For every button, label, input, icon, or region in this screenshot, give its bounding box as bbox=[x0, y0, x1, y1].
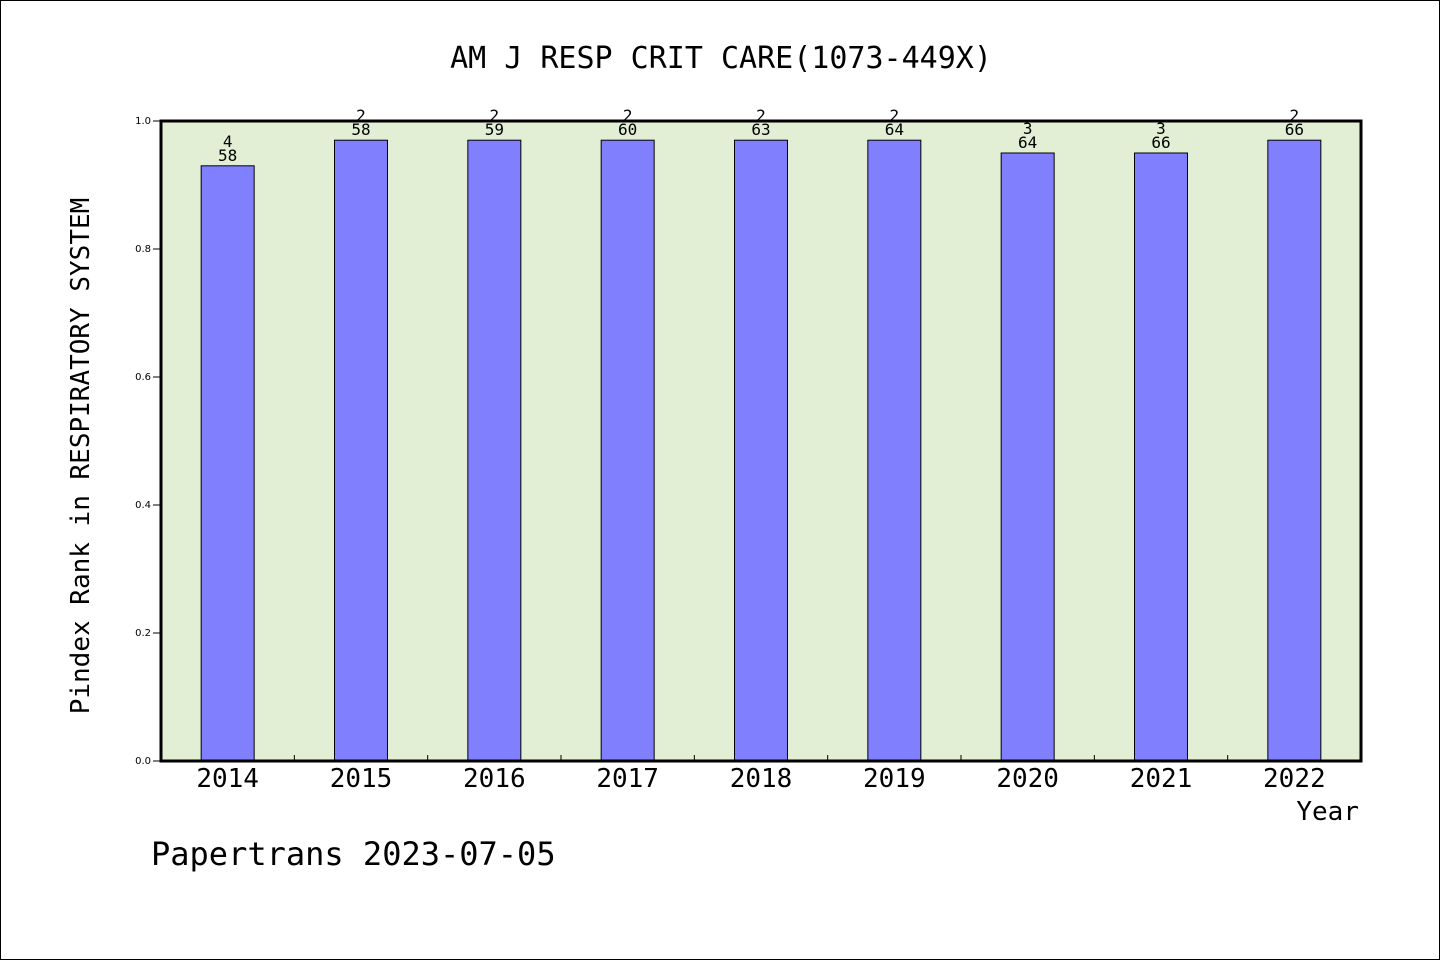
bar-2021 bbox=[1134, 152, 1188, 762]
x-axis-ticks: 2014 2015 2016 2017 2018 2019 2020 2021 2022 bbox=[196, 755, 1326, 794]
x-tick-label: 2014 bbox=[196, 764, 259, 794]
bar-2019 bbox=[867, 139, 922, 762]
bars bbox=[200, 139, 1322, 762]
total-label: 60 bbox=[618, 120, 637, 139]
x-tick-label: 2022 bbox=[1263, 764, 1326, 794]
bar-2015 bbox=[334, 139, 388, 762]
rank-label: 3 bbox=[1023, 119, 1033, 138]
total-label: 59 bbox=[485, 120, 504, 139]
total-label: 63 bbox=[751, 120, 770, 139]
rank-label: 2 bbox=[623, 106, 633, 125]
x-tick-label: 2017 bbox=[596, 764, 659, 794]
bar-2016 bbox=[467, 139, 522, 762]
x-tick-label: 2020 bbox=[996, 764, 1059, 794]
bar-2017 bbox=[600, 139, 655, 762]
rank-label: 3 bbox=[1156, 119, 1166, 138]
rank-label: 2 bbox=[490, 106, 500, 125]
chart-title: AM J RESP CRIT CARE(1073-449X) bbox=[450, 41, 992, 76]
footer-credit: Papertrans 2023-07-05 bbox=[151, 835, 556, 873]
rank-label: 2 bbox=[1290, 106, 1300, 125]
y-tick-label: 1.0 bbox=[135, 116, 151, 127]
total-label: 64 bbox=[1018, 133, 1037, 152]
rank-label: 2 bbox=[890, 106, 900, 125]
total-label: 58 bbox=[351, 120, 370, 139]
y-tick-label: 0.6 bbox=[135, 372, 151, 383]
x-tick-label: 2019 bbox=[863, 764, 926, 794]
y-tick-label: 0.0 bbox=[135, 756, 151, 767]
bar-2020 bbox=[1000, 152, 1055, 762]
rank-label: 2 bbox=[356, 106, 366, 125]
y-tick-label: 0.8 bbox=[135, 244, 151, 255]
plot-border bbox=[159, 119, 1363, 763]
bar-2022 bbox=[1267, 139, 1322, 762]
y-axis-ticks: 0.0 0.2 0.4 0.6 0.8 1.0 bbox=[135, 116, 161, 767]
x-tick-label: 2016 bbox=[463, 764, 526, 794]
total-label: 58 bbox=[218, 146, 237, 165]
x-axis-label: Year bbox=[1296, 797, 1359, 827]
y-tick-label: 0.2 bbox=[135, 628, 151, 639]
rank-label: 2 bbox=[756, 106, 766, 125]
y-axis-label: Pindex Rank in RESPIRATORY SYSTEM bbox=[66, 198, 96, 715]
total-label: 66 bbox=[1285, 120, 1304, 139]
total-label: 66 bbox=[1151, 133, 1170, 152]
total-label: 64 bbox=[885, 120, 904, 139]
rank-label: 4 bbox=[223, 132, 233, 151]
bar-2014 bbox=[200, 165, 255, 762]
x-tick-label: 2021 bbox=[1130, 764, 1193, 794]
x-tick-label: 2015 bbox=[330, 764, 393, 794]
x-tick-label: 2018 bbox=[730, 764, 793, 794]
bar-2018 bbox=[734, 139, 788, 762]
y-tick-label: 0.4 bbox=[135, 500, 151, 511]
